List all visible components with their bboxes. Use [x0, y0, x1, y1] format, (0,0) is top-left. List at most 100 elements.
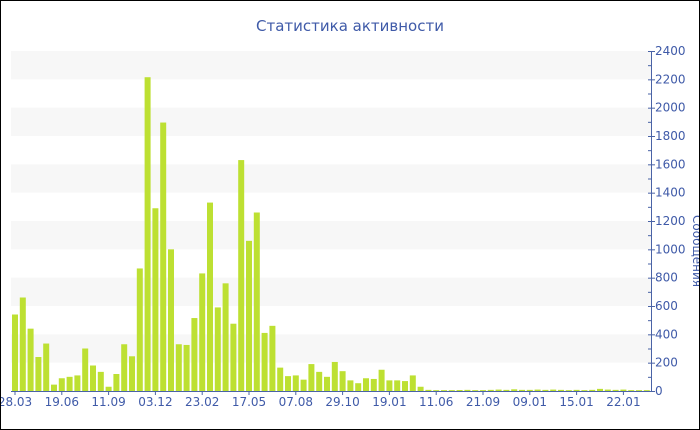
- bar: [386, 380, 393, 391]
- x-tick-label: 11.09: [91, 395, 125, 409]
- bar: [214, 307, 221, 391]
- bar: [292, 375, 299, 391]
- bar: [456, 390, 463, 391]
- bar: [121, 344, 128, 391]
- bar: [550, 389, 557, 391]
- x-tick-label: 22.01: [606, 395, 640, 409]
- y-tick-label: 800: [655, 271, 678, 285]
- grid-band: [11, 107, 651, 136]
- bar: [519, 389, 525, 391]
- x-tick-label: 03.12: [138, 395, 172, 409]
- bar: [628, 390, 635, 391]
- y-tick-label: 1600: [655, 157, 686, 171]
- bar: [144, 77, 151, 391]
- bar: [565, 390, 572, 391]
- bar: [285, 376, 291, 391]
- bar: [597, 388, 603, 391]
- bar: [355, 383, 362, 391]
- bar: [66, 376, 73, 391]
- bar: [612, 389, 619, 391]
- grid-bands: [11, 51, 651, 363]
- bar: [43, 343, 50, 391]
- chart-title: Статистика активности: [256, 17, 444, 35]
- bar: [581, 390, 588, 391]
- y-tick-label: 1400: [655, 186, 686, 200]
- bar: [402, 381, 408, 391]
- bar: [620, 389, 627, 391]
- x-tick-label: 17.05: [232, 395, 266, 409]
- y-tick-label: 1200: [655, 214, 686, 228]
- bar: [441, 390, 447, 391]
- bars: [12, 77, 650, 392]
- x-tick-label: 09.01: [513, 395, 547, 409]
- bar: [246, 240, 252, 391]
- y-tick-label: 1800: [655, 129, 686, 143]
- bar: [129, 356, 135, 391]
- bar: [152, 208, 159, 391]
- bar: [542, 389, 549, 391]
- bar: [308, 364, 315, 391]
- bar: [503, 389, 510, 391]
- bar: [82, 348, 89, 391]
- bar: [168, 249, 174, 391]
- bar: [74, 375, 81, 391]
- x-tick-label: 11.06: [419, 395, 453, 409]
- y-tick-label: 1000: [655, 242, 686, 256]
- grid-band: [11, 51, 651, 80]
- bar: [222, 283, 229, 391]
- bar: [448, 390, 455, 391]
- y-tick-label: 200: [655, 356, 678, 370]
- bar: [526, 389, 533, 391]
- bar: [339, 371, 346, 391]
- bar: [433, 390, 440, 391]
- bar: [160, 122, 167, 392]
- bar: [643, 390, 650, 391]
- bar: [277, 367, 284, 391]
- bar: [35, 357, 42, 391]
- bar: [347, 380, 354, 391]
- bar: [253, 212, 260, 391]
- bar: [425, 389, 432, 391]
- x-tick-label: 19.01: [372, 395, 406, 409]
- x-tick-label: 29.10: [325, 395, 359, 409]
- bar: [230, 323, 237, 391]
- y-tick-label: 2000: [655, 101, 686, 115]
- bar: [487, 389, 494, 391]
- bar: [58, 378, 65, 391]
- bar: [409, 375, 416, 391]
- bar: [636, 390, 642, 391]
- bar: [27, 328, 34, 391]
- grid-band: [11, 164, 651, 193]
- bar: [370, 378, 377, 391]
- bar: [199, 273, 206, 391]
- y-tick-label: 2400: [655, 44, 686, 58]
- bar: [378, 369, 385, 391]
- bar: [495, 389, 502, 391]
- bar: [472, 390, 479, 391]
- bar: [207, 202, 213, 391]
- bar: [589, 389, 596, 391]
- y-axis: 0 200 400 600 800 1000 1200 1400 1600 1800 2000 220…: [648, 44, 686, 398]
- bar: [191, 318, 198, 391]
- x-axis: 28.03 19.06 11.09 03.12 23.02 17.05 07.08 29.10…: [1, 391, 651, 409]
- bar: [534, 389, 541, 391]
- bar: [97, 371, 104, 391]
- bar: [511, 389, 518, 391]
- bar: [269, 325, 276, 391]
- y-tick-label: 2200: [655, 72, 686, 86]
- bar: [558, 389, 564, 391]
- bar: [183, 344, 190, 391]
- bar: [480, 390, 486, 391]
- y-tick-label: 400: [655, 327, 678, 341]
- bar: [300, 379, 307, 391]
- bar: [261, 332, 268, 391]
- bar: [331, 361, 338, 391]
- bar: [604, 389, 611, 391]
- x-tick-label: 23.02: [185, 395, 219, 409]
- bar: [51, 384, 57, 391]
- bar: [113, 374, 120, 391]
- bar: [19, 297, 26, 391]
- x-tick-label: 19.06: [45, 395, 79, 409]
- y-axis-label: Сообщения: [690, 215, 699, 287]
